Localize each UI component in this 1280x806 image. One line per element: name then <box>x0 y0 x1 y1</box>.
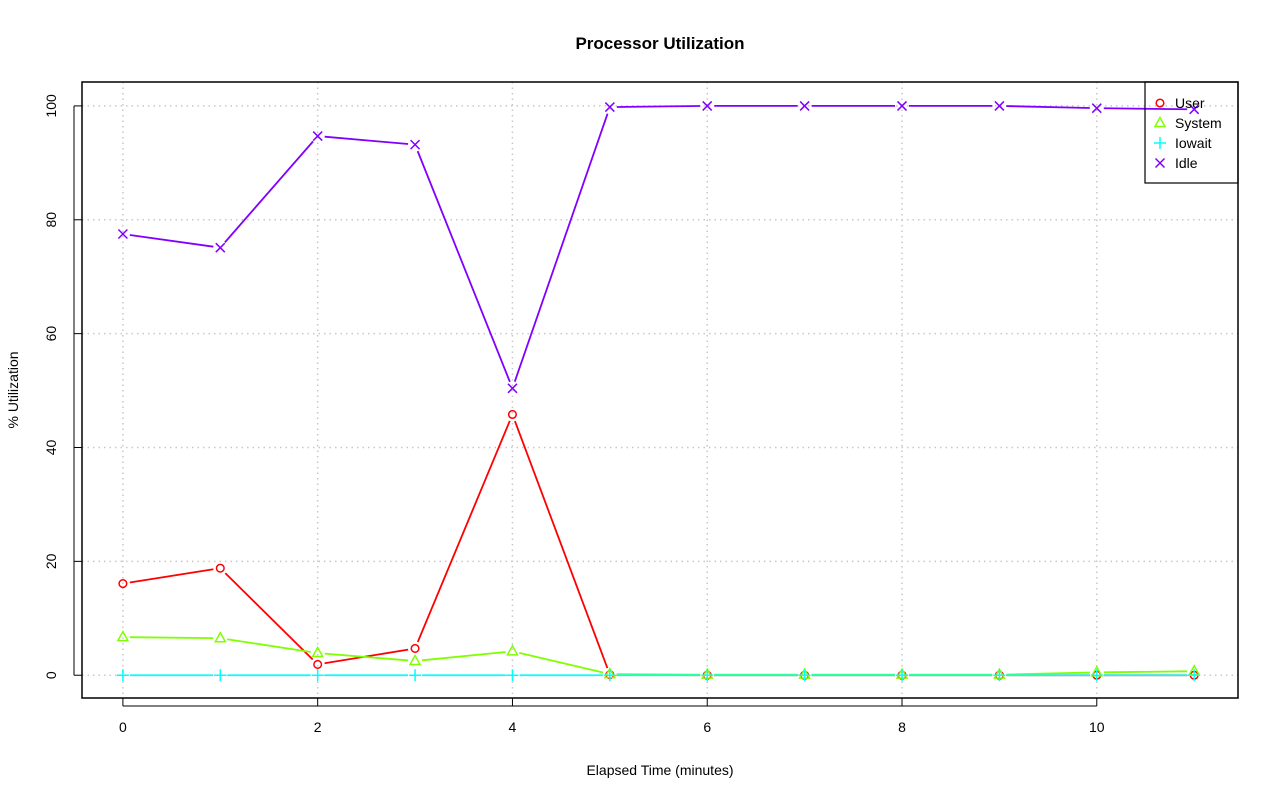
data-point <box>896 669 908 681</box>
data-point <box>799 669 811 681</box>
grid <box>82 82 1238 698</box>
x-tick-label: 0 <box>119 719 127 735</box>
series-line-segment <box>422 652 505 660</box>
data-point <box>701 669 713 681</box>
series-line-segment <box>1006 106 1089 108</box>
series-line-segment <box>225 573 312 659</box>
legend-label-idle: Idle <box>1175 155 1198 171</box>
data-point <box>312 669 324 681</box>
data-point <box>410 655 420 664</box>
series-idle <box>118 101 1198 392</box>
series-line-segment <box>515 114 608 382</box>
data-point <box>216 243 225 252</box>
x-tick-label: 4 <box>509 719 517 735</box>
series-system <box>118 632 1199 679</box>
legend-marker-system <box>1155 118 1165 127</box>
y-tick-label: 100 <box>43 94 59 118</box>
data-point <box>898 101 907 110</box>
data-point <box>506 669 518 681</box>
series-line-segment <box>130 637 213 638</box>
x-axis-label: Elapsed Time (minutes) <box>586 762 733 778</box>
data-point <box>509 411 517 419</box>
data-point <box>411 140 420 149</box>
series-line-segment <box>515 421 607 668</box>
data-point <box>314 661 322 669</box>
data-point <box>800 101 809 110</box>
series-line-segment <box>325 137 408 144</box>
y-tick-label: 20 <box>43 553 59 569</box>
x-tick-label: 10 <box>1089 719 1105 735</box>
y-tick-label: 80 <box>43 212 59 228</box>
series-line-segment <box>225 141 313 242</box>
series-line-segment <box>325 654 408 661</box>
legend-label-iowait: Iowait <box>1175 135 1212 151</box>
legend: User System Iowait Idle <box>1145 82 1238 183</box>
data-point <box>118 632 128 641</box>
legend-label-system: System <box>1175 115 1222 131</box>
data-point <box>214 669 226 681</box>
y-tick-label: 60 <box>43 326 59 342</box>
series-layer <box>117 101 1200 681</box>
data-point <box>1091 669 1103 681</box>
series-iowait <box>117 669 1200 681</box>
data-point <box>1188 669 1200 681</box>
x-tick-label: 6 <box>703 719 711 735</box>
y-tick-label: 0 <box>43 671 59 679</box>
x-tick-label: 2 <box>314 719 322 735</box>
series-line-segment <box>1104 671 1187 672</box>
data-point <box>605 103 614 112</box>
data-point <box>216 564 224 572</box>
data-point <box>215 633 225 642</box>
y-axis-label: % Utilization <box>5 351 21 428</box>
series-line-segment <box>519 653 603 673</box>
legend-label-user: User <box>1175 95 1205 111</box>
data-point <box>604 669 616 681</box>
series-line-segment <box>418 151 510 382</box>
y-tick-label: 40 <box>43 440 59 456</box>
data-point <box>507 646 517 655</box>
series-line-segment <box>617 106 700 107</box>
series-line-segment <box>130 235 214 247</box>
series-line-segment <box>1006 673 1089 675</box>
legend-marker-iowait <box>1154 137 1166 149</box>
plot-frame <box>82 82 1238 698</box>
data-point <box>117 669 129 681</box>
legend-marker-idle <box>1156 159 1165 168</box>
series-line-segment <box>418 421 510 642</box>
data-point <box>411 645 419 653</box>
data-point <box>993 669 1005 681</box>
chart-title: Processor Utilization <box>575 34 744 53</box>
x-tick-label: 8 <box>898 719 906 735</box>
series-line-segment <box>130 569 214 582</box>
data-point <box>409 669 421 681</box>
series-user <box>119 411 1198 679</box>
